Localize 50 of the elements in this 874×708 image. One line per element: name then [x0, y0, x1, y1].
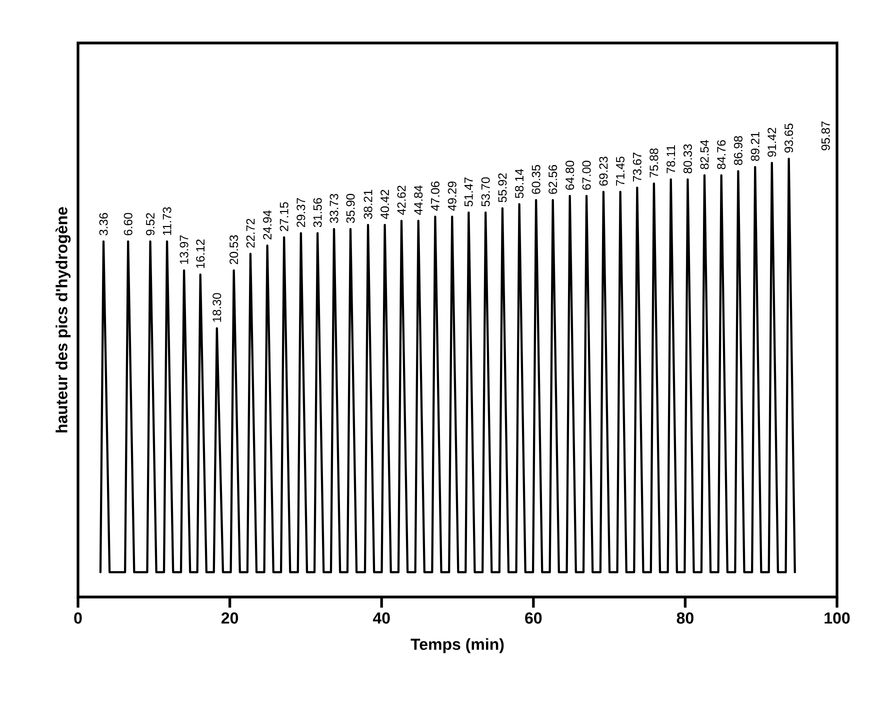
annotation: 69.23	[599, 156, 608, 186]
annotation: 64.80	[566, 160, 574, 190]
annotation: 13.97	[180, 235, 188, 264]
annotation: 3.36	[99, 213, 108, 236]
annotation: 33.73	[330, 194, 338, 223]
annotation: 44.84	[414, 186, 423, 215]
annotation: 22.72	[246, 218, 255, 248]
annotation: 16.12	[196, 240, 205, 268]
annotation: 86.98	[734, 136, 742, 166]
x-tick-label: 20	[221, 612, 238, 624]
annotation: 80.33	[683, 144, 692, 174]
annotation: 78.11	[666, 145, 676, 174]
annotation: 93.65	[784, 124, 794, 153]
annotation: 47.06	[430, 182, 440, 211]
annotation: 24.94	[263, 210, 272, 240]
text: 95.87	[821, 121, 830, 150]
annotation: 82.54	[700, 140, 709, 170]
annotation: 62.56	[548, 165, 558, 194]
annotation: 60.35	[532, 164, 540, 194]
x-tick-label: 0	[74, 612, 82, 624]
x-tick-label: 80	[676, 612, 694, 624]
x-tick-label: 40	[372, 612, 390, 624]
annotation: 55.92	[498, 173, 507, 202]
annotation: 29.37	[296, 198, 306, 227]
y-axis-title: hauteur des pics d'hydrogène	[56, 207, 71, 432]
annotation: 73.67	[632, 152, 642, 182]
annotation: 71.45	[616, 156, 625, 186]
x-axis-title: Temps (min)	[410, 638, 504, 654]
annotation: 49.29	[448, 182, 456, 211]
annotation: 40.42	[380, 190, 390, 220]
annotation: 38.21	[364, 190, 372, 219]
x-tick-label: 60	[525, 612, 542, 624]
annotation: 51.47	[464, 177, 473, 206]
annotation: 35.90	[346, 194, 355, 223]
annotation: 27.15	[280, 202, 288, 232]
annotation: 67.00	[582, 160, 591, 190]
annotation: 42.62	[397, 186, 406, 215]
annotation: 89.21	[750, 132, 760, 161]
annotation: 31.56	[313, 198, 322, 228]
annotation: 9.52	[146, 213, 155, 236]
annotation: 53.70	[481, 177, 490, 206]
annotation: 20.53	[230, 235, 238, 264]
annotation: 6.60	[124, 212, 132, 236]
annotation: 18.30	[212, 293, 222, 322]
annotation: 84.76	[717, 140, 726, 170]
x-tick-label: 100	[824, 612, 850, 624]
annotation: 58.14	[515, 168, 524, 198]
annotation: 75.88	[650, 148, 658, 178]
annotation: 11.73	[162, 207, 172, 235]
annotation: 91.42	[768, 128, 776, 157]
